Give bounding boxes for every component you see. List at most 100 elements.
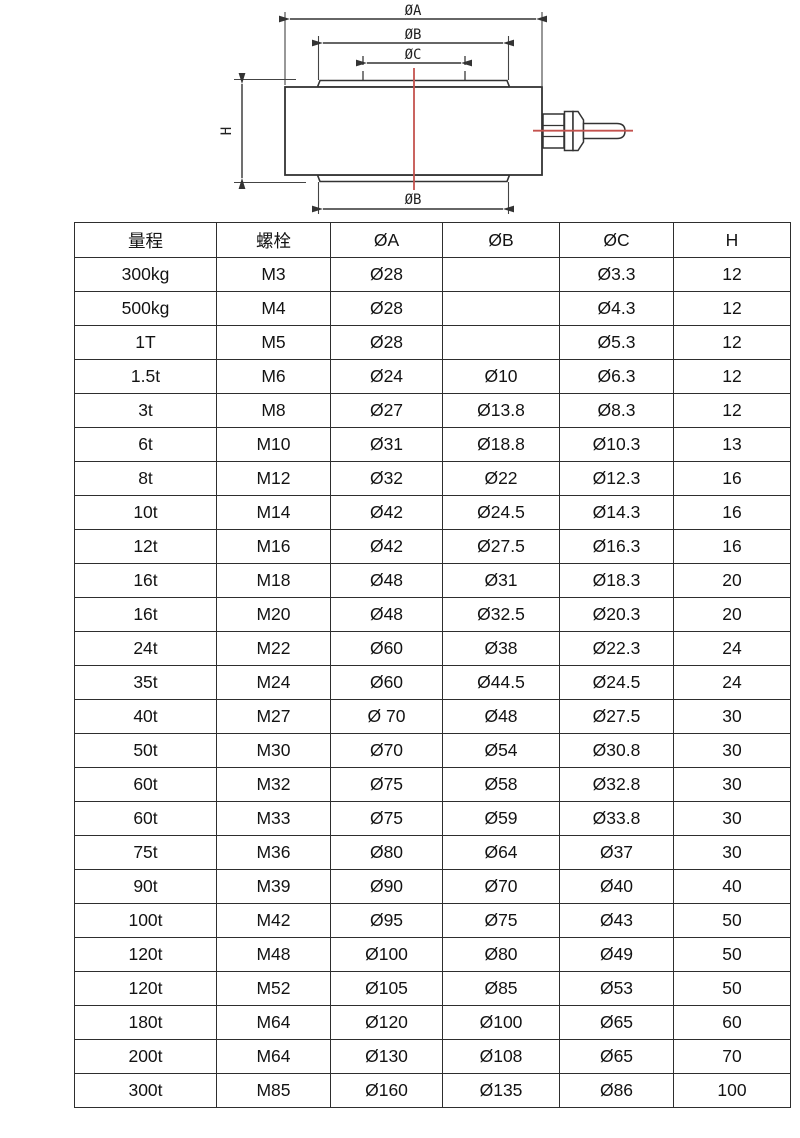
table-cell: Ø53 [559,971,674,1006]
table-cell: 30 [673,835,791,870]
table-cell: Ø18.3 [559,563,674,598]
table-cell: Ø60 [330,665,443,700]
table-cell: Ø70 [330,733,443,768]
table-cell: 300t [74,1073,217,1108]
table-cell: M27 [216,699,331,734]
table-cell: 120t [74,971,217,1006]
table-row: 35t M24 Ø60 Ø44.5 Ø24.5 24 [74,665,791,700]
table-cell: Ø70 [442,869,560,904]
table-cell: Ø75 [330,767,443,802]
table-row: 6t M10 Ø31 Ø18.8 Ø10.3 13 [74,427,791,462]
table-cell: Ø80 [442,937,560,972]
table-cell: 40 [673,869,791,904]
table-cell: 12 [673,291,791,326]
table-cell: Ø6.3 [559,359,674,394]
table-cell: 60t [74,801,217,836]
table-cell: M20 [216,597,331,632]
table-cell: M30 [216,733,331,768]
table-cell: 30 [673,767,791,802]
table-row: 10t M14 Ø42 Ø24.5 Ø14.3 16 [74,495,791,530]
table-cell: Ø33.8 [559,801,674,836]
table-row: 200t M64 Ø130 Ø108 Ø65 70 [74,1039,791,1074]
table-cell: Ø12.3 [559,461,674,496]
header-capacity: 量程 [74,222,217,258]
table-cell: Ø59 [442,801,560,836]
table-cell: 6t [74,427,217,462]
table-cell: 16 [673,529,791,564]
table-cell: M22 [216,631,331,666]
table-row: 8t M12 Ø32 Ø22 Ø12.3 16 [74,461,791,496]
table-cell: Ø27 [330,393,443,428]
table-cell: M10 [216,427,331,462]
table-cell: Ø48 [442,699,560,734]
table-cell: Ø42 [330,495,443,530]
table-cell: Ø75 [442,903,560,938]
table-cell: Ø160 [330,1073,443,1108]
table-row: 3t M8 Ø27 Ø13.8 Ø8.3 12 [74,393,791,428]
centerlines [413,68,633,190]
table-cell: M4 [216,291,331,326]
table-cell: 16t [74,563,217,598]
table-cell: M14 [216,495,331,530]
table-cell: M39 [216,869,331,904]
table-row: 120t M52 Ø105 Ø85 Ø53 50 [74,971,791,1006]
table-row: 120t M48 Ø100 Ø80 Ø49 50 [74,937,791,972]
table-cell: Ø58 [442,767,560,802]
table-cell: M3 [216,257,331,292]
table-row: 300kg M3 Ø28 Ø3.3 12 [74,257,791,292]
table-cell: Ø32.8 [559,767,674,802]
table-cell: 90t [74,869,217,904]
table-cell: 100t [74,903,217,938]
table-cell: M33 [216,801,331,836]
table-cell: M85 [216,1073,331,1108]
table-cell: Ø108 [442,1039,560,1074]
table-cell: 16 [673,461,791,496]
table-cell: 24 [673,631,791,666]
load-cell-spec-table: 量程 螺栓 ØA ØB ØC H 300kg M3 Ø28 Ø3.3 12 500kg M4… [74,222,791,1108]
table-cell: Ø135 [442,1073,560,1108]
table-cell: 30 [673,801,791,836]
table-cell: 24 [673,665,791,700]
table-row: 180t M64 Ø120 Ø100 Ø65 60 [74,1005,791,1040]
table-cell: Ø43 [559,903,674,938]
table-cell: M6 [216,359,331,394]
header-dia-a: ØA [330,222,443,258]
table-row: 12t M16 Ø42 Ø27.5 Ø16.3 16 [74,529,791,564]
table-cell: Ø30.8 [559,733,674,768]
table-cell: Ø8.3 [559,393,674,428]
table-row: 1.5t M6 Ø24 Ø10 Ø6.3 12 [74,359,791,394]
table-cell: 1.5t [74,359,217,394]
table-cell: 40t [74,699,217,734]
table-cell: 30 [673,699,791,734]
table-cell: Ø105 [330,971,443,1006]
table-cell: Ø32.5 [442,597,560,632]
table-cell: 16 [673,495,791,530]
table-row: 50t M30 Ø70 Ø54 Ø30.8 30 [74,733,791,768]
table-cell: Ø5.3 [559,325,674,360]
table-cell: 20 [673,563,791,598]
table-cell: 13 [673,427,791,462]
table-row: 500kg M4 Ø28 Ø4.3 12 [74,291,791,326]
dim-label-dia-a: ØA [405,3,422,19]
table-cell: M42 [216,903,331,938]
table-cell: M64 [216,1005,331,1040]
table-cell: Ø48 [330,563,443,598]
table-row: 16t M20 Ø48 Ø32.5 Ø20.3 20 [74,597,791,632]
table-cell: 12 [673,257,791,292]
table-cell: Ø13.8 [442,393,560,428]
table-cell: Ø38 [442,631,560,666]
table-cell: 3t [74,393,217,428]
table-cell: Ø32 [330,461,443,496]
table-cell: Ø10 [442,359,560,394]
table-cell: 12 [673,359,791,394]
table-cell: Ø130 [330,1039,443,1074]
table-cell: 12 [673,393,791,428]
dim-label-height: H [219,127,235,135]
table-cell: 180t [74,1005,217,1040]
table-cell: Ø14.3 [559,495,674,530]
table-cell [442,325,560,360]
table-body: 300kg M3 Ø28 Ø3.3 12 500kg M4 Ø28 Ø4.3 12 1T M5 Ø28 Ø… [74,257,791,1108]
table-cell: Ø86 [559,1073,674,1108]
table-cell: 35t [74,665,217,700]
table-cell: M52 [216,971,331,1006]
